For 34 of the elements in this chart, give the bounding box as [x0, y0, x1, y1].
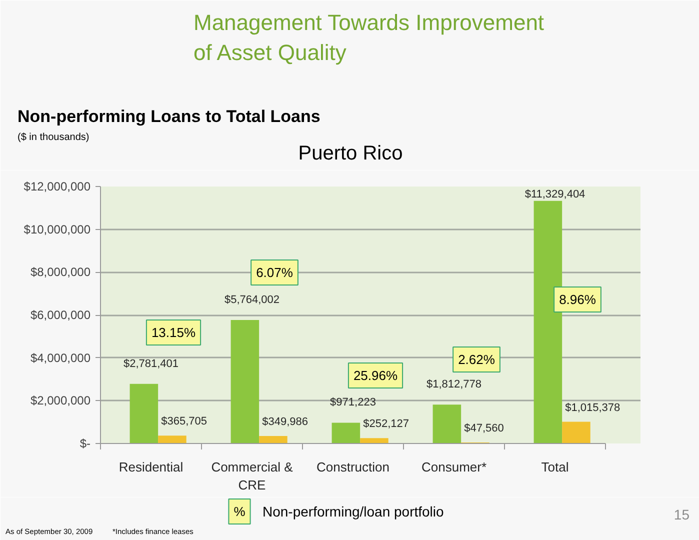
chart-title: Management Towards Improvement of Asset Quality [194, 10, 544, 65]
data-label: $349,986 [262, 416, 308, 428]
data-label: $47,560 [464, 422, 504, 434]
y-tick-label: $4,000,000 [30, 350, 91, 365]
data-label: $5,764,002 [224, 294, 280, 306]
x-tick-label: Commercial & CRE [211, 460, 294, 492]
y-tick-label: $12,000,000 [24, 180, 91, 194]
data-label: $1,015,378 [565, 402, 620, 414]
x-tick-label: Total [541, 460, 569, 474]
y-tick-label: $6,000,000 [30, 308, 91, 322]
data-label: $11,329,404 [524, 188, 586, 200]
text: % [234, 504, 246, 519]
y-tick-label: $2,000,000 [30, 394, 91, 408]
x-tick-label: Construction [316, 460, 390, 474]
y-tick-label: $- [80, 436, 91, 450]
y-tick-label: $10,000,000 [24, 222, 91, 236]
data-label: $971,223 [330, 396, 376, 409]
y-tick-label: $8,000,000 [30, 265, 91, 280]
annotation: 8.96% [559, 292, 596, 307]
annotation: 6.07% [256, 265, 294, 280]
x-tick-label: Consumer* [421, 460, 487, 474]
data-label: $2,781,401 [123, 358, 179, 370]
chart-subtitle: Non-performing Loans to Total Loans [18, 107, 320, 126]
annotation: 25.96% [353, 368, 398, 383]
text: 15 [674, 506, 690, 522]
annotation: 2.62% [458, 352, 496, 367]
data-label: $252,127 [363, 418, 409, 430]
text: Non-performing/loan portfolio [262, 504, 444, 520]
text: ($ in thousands) [18, 132, 90, 143]
annotation: 13.15% [151, 325, 196, 340]
x-tick-label: Residential [118, 460, 184, 474]
text: Puerto Rico [298, 142, 403, 164]
data-label: $365,705 [161, 416, 207, 428]
data-label: $1,812,778 [426, 378, 482, 391]
